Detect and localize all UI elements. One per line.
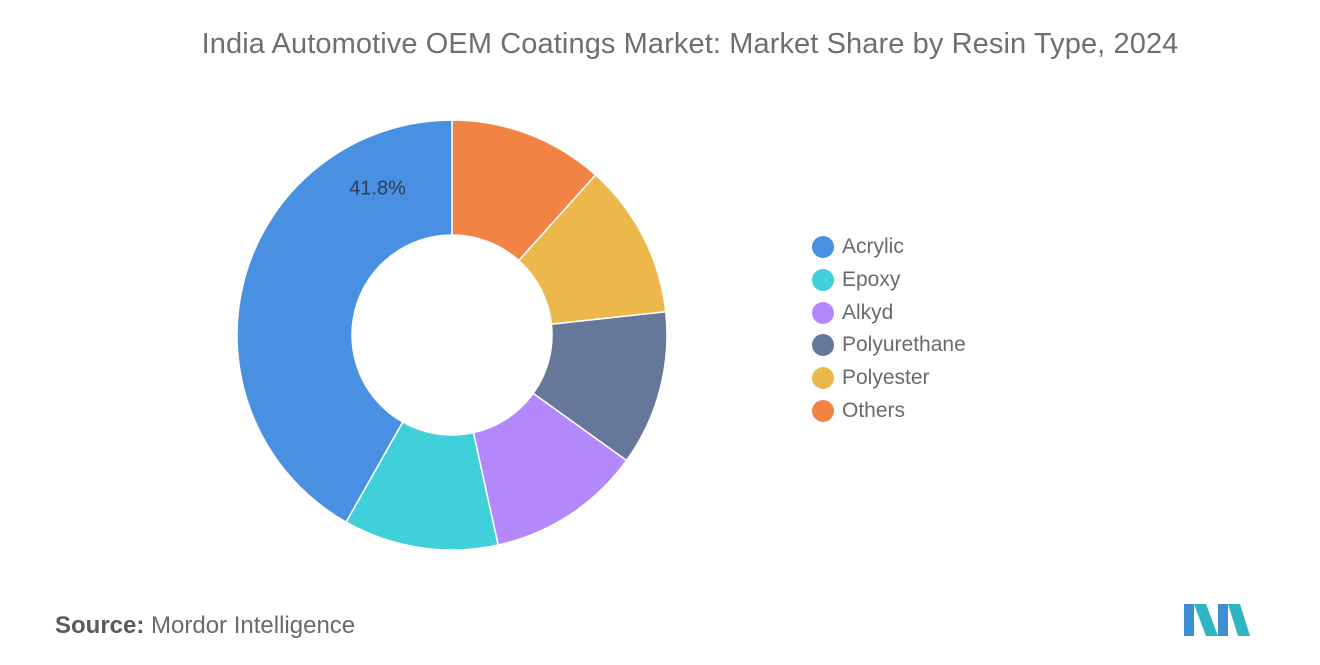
legend-item-polyester: Polyester xyxy=(812,362,966,395)
source-text: Mordor Intelligence xyxy=(151,612,356,639)
chart-title: India Automotive OEM Coatings Market: Ma… xyxy=(201,28,1179,60)
legend-swatch xyxy=(812,367,834,390)
legend-label: Polyurethane xyxy=(842,333,966,357)
legend-swatch xyxy=(812,334,834,357)
slice-acrylic xyxy=(236,119,453,524)
legend-swatch xyxy=(812,269,834,292)
legend-label: Others xyxy=(842,398,906,422)
legend-item-polyurethane: Polyurethane xyxy=(812,329,966,362)
source-note: Source: Mordor Intelligence xyxy=(55,612,355,640)
legend-item-epoxy: Epoxy xyxy=(812,264,966,297)
legend-label: Acrylic xyxy=(842,235,904,259)
legend-swatch xyxy=(812,236,834,259)
legend-swatch xyxy=(812,301,834,324)
data-label-acrylic: 41.8% xyxy=(349,178,406,200)
legend-item-acrylic: Acrylic xyxy=(812,231,966,264)
legend: Acrylic Epoxy Alkyd Polyurethane Polyester Ot… xyxy=(812,231,966,427)
legend-item-alkyd: Alkyd xyxy=(812,296,966,329)
legend-label: Polyester xyxy=(842,366,930,390)
mordor-logo-icon xyxy=(1184,604,1250,636)
source-label: Source: xyxy=(55,612,145,639)
legend-label: Epoxy xyxy=(842,268,901,292)
legend-item-others: Others xyxy=(812,394,966,427)
legend-swatch xyxy=(812,399,834,422)
legend-label: Alkyd xyxy=(842,300,894,324)
